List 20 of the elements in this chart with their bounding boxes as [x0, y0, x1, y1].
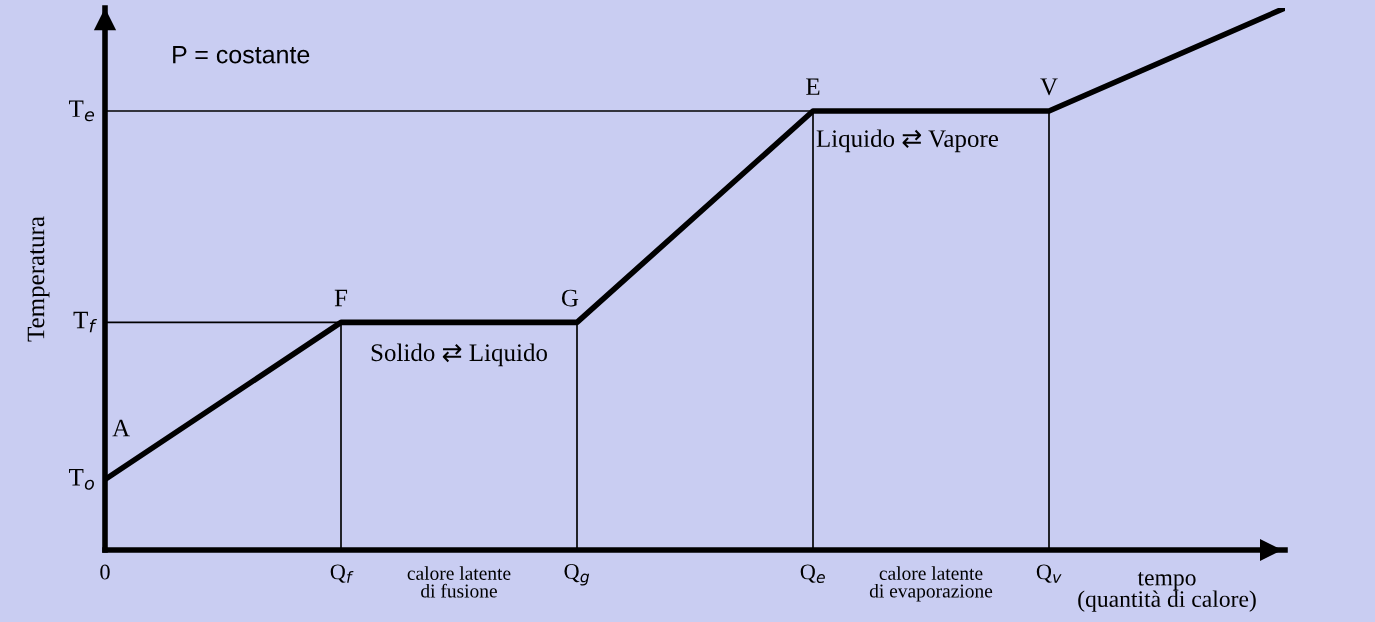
x-tick-label: Q$_{f}$: [330, 564, 354, 583]
annotation: P = costante: [173, 46, 310, 64]
x-tick-label: Q$_{v}$: [1036, 564, 1062, 583]
x-tick-label: Q$_{e}$: [800, 564, 825, 583]
annotation: V: [1040, 78, 1058, 96]
ref-line-label: T$_{f}$: [73, 311, 97, 333]
annotation: A: [112, 419, 130, 437]
annotation: T$_{o}$: [69, 469, 94, 490]
x-axis-title: tempo (quantità di calore): [1078, 572, 1256, 612]
annotation: Liquido ⇄ Vapore: [816, 129, 999, 153]
text: calore latente di evaporazione: [869, 566, 993, 602]
ref-line-label: T$_{e}$: [69, 100, 95, 122]
text: calore latente di fusione: [407, 566, 511, 598]
annotation: G: [561, 289, 579, 307]
y-axis-title: Temperatura: [27, 216, 50, 342]
annotation: F: [334, 289, 348, 307]
x-tick-label: 0: [100, 564, 110, 580]
x-tick-label: Q$_{g}$: [564, 563, 590, 586]
annotation: E: [806, 78, 820, 95]
annotation: Solido ⇄ Liquido: [371, 343, 547, 367]
